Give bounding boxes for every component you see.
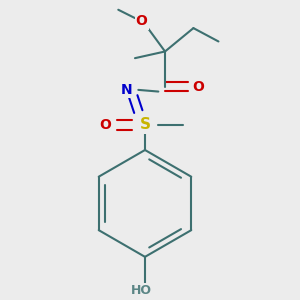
Text: O: O xyxy=(99,118,111,132)
Text: O: O xyxy=(136,14,148,28)
Text: N: N xyxy=(121,83,132,97)
Text: S: S xyxy=(140,117,151,132)
Text: O: O xyxy=(193,80,204,94)
Text: HO: HO xyxy=(131,284,152,297)
